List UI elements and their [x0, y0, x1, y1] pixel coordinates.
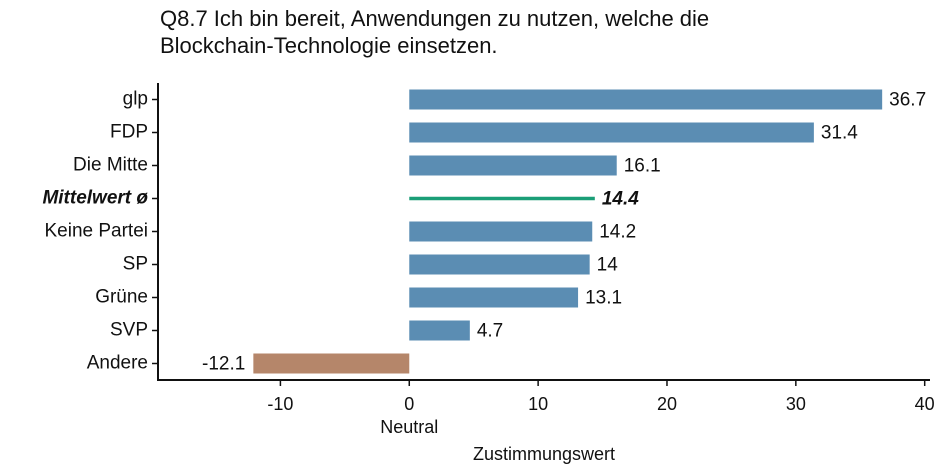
value-label: 31.4	[821, 123, 858, 144]
zero-annotation: Neutral	[380, 417, 438, 437]
value-label: 14.2	[599, 222, 636, 243]
x-tick-label: 30	[786, 394, 806, 414]
y-tick-label: Grüne	[95, 287, 148, 308]
y-tick-label: SVP	[110, 320, 148, 341]
x-tick-label: 10	[528, 394, 548, 414]
y-tick-label: Keine Partei	[44, 221, 148, 242]
value-label: 36.7	[889, 90, 926, 111]
x-axis-label: Zustimmungswert	[473, 444, 615, 464]
value-label: 14.4	[602, 189, 639, 210]
bar	[409, 122, 814, 143]
y-tick-label: Die Mitte	[73, 155, 148, 176]
value-label: 13.1	[585, 288, 622, 309]
chart-title: Q8.7 Ich bin bereit, Anwendungen zu nutz…	[160, 6, 709, 31]
bar	[409, 287, 579, 308]
x-tick-label: -10	[267, 394, 293, 414]
y-tick-label: Andere	[87, 353, 148, 374]
x-tick-label: 20	[657, 394, 677, 414]
y-tick-label: SP	[123, 254, 148, 275]
value-label: -12.1	[202, 354, 245, 375]
y-tick-label: Mittelwert ø	[42, 188, 148, 209]
value-label: 14	[597, 255, 619, 276]
bar	[409, 221, 593, 242]
x-tick-label: 40	[915, 394, 935, 414]
chart-title: Blockchain-Technologie einsetzen.	[160, 33, 498, 58]
value-label: 16.1	[624, 156, 661, 177]
x-tick-label: 0	[404, 394, 414, 414]
y-tick-label: glp	[123, 89, 148, 110]
bar	[253, 353, 410, 374]
bar	[409, 254, 590, 275]
value-label: 4.7	[477, 321, 503, 342]
bar	[409, 320, 470, 341]
bar	[409, 155, 617, 176]
bar	[409, 89, 883, 110]
y-tick-label: FDP	[110, 122, 148, 143]
